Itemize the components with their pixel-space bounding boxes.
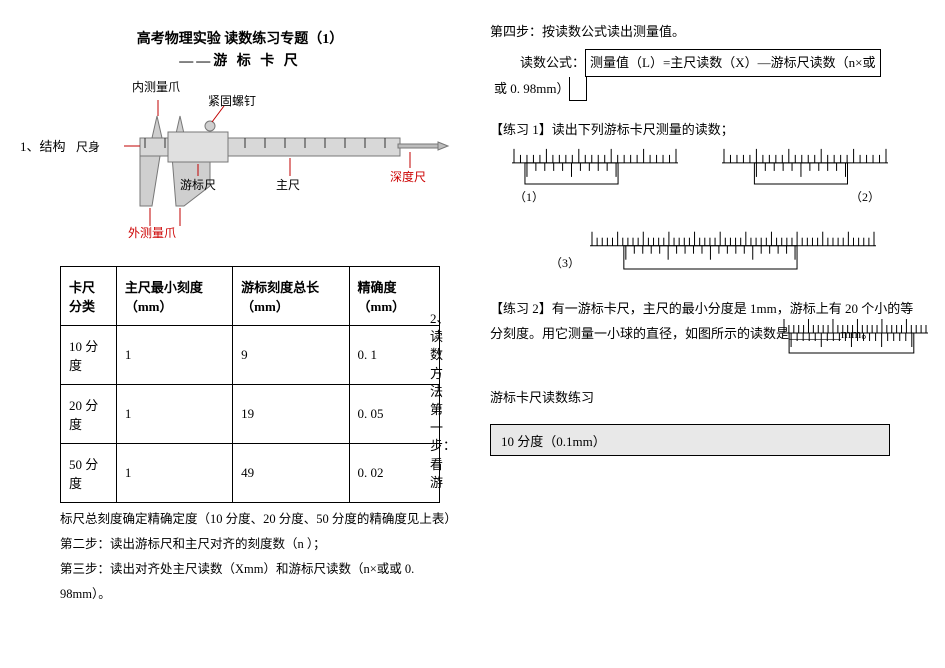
formula-label: 读数公式： (520, 55, 585, 70)
label-main: 主尺 (276, 176, 300, 193)
label-screw: 紧固螺钉 (208, 92, 256, 109)
formula-row: 读数公式：测量值（L）=主尺读数（X）—游标尺读数（n×或 (520, 49, 920, 76)
label-depth: 深度尺 (390, 168, 426, 185)
th-1: 主尺最小刻度（mm） (116, 267, 232, 326)
ex1-num-3: （3） (550, 254, 580, 271)
practice-title: 游标卡尺读数练习 (490, 387, 920, 406)
title-main: 高考物理实验 读数练习专题（1） (20, 28, 460, 48)
section-1-label: 1、结构 (20, 136, 80, 155)
th-2: 游标刻度总长（mm） (233, 267, 349, 326)
label-inner-jaw: 内测量爪 (132, 78, 180, 95)
label-body: 尺身 (76, 138, 100, 155)
vernier-scale-ex2 (780, 315, 930, 355)
caliper-diagram: 尺身 内测量爪 紧固螺钉 游标尺 主尺 深度尺 外测量爪 (80, 76, 450, 236)
step-4: 第四步：按读数公式读出测量值。 (490, 20, 920, 43)
exercise-2: 【练习 2】有一游标卡尺，主尺的最小分度是 1mm，游标上有 20 个小的等 分… (490, 297, 920, 346)
ex1-num-1: （1） (514, 188, 544, 205)
side-vertical-text: 2、读数方法 第一步：看游 (430, 310, 446, 492)
step-line-2: 第二步：读出游标尺和主尺对齐的刻度数（n ）； (60, 532, 460, 557)
vernier-scale-2 (720, 144, 890, 186)
vernier-scale-1 (510, 144, 680, 186)
step-line-3: 第三步：读出对齐处主尺读数（Xmm）和游标尺读数（n×或或 0. 98mm）。 (60, 557, 460, 607)
title-sub: ——游 标 卡 尺 (20, 50, 460, 70)
label-vernier: 游标尺 (180, 176, 216, 193)
exercise-1: 【练习 1】读出下列游标卡尺测量的读数； （1） （2） （3） (490, 119, 920, 271)
method-steps: 标尺总刻度确定精确定度（10 分度、20 分度、50 分度的精确度见上表） 第二… (60, 507, 460, 607)
th-3: 精确度（mm） (349, 267, 440, 326)
grey-answer-box: 10 分度（0.1mm） (490, 424, 890, 456)
caliper-svg (80, 76, 450, 236)
formula-box: 测量值（L）=主尺读数（X）—游标尺读数（n×或 (585, 49, 881, 76)
label-outer-jaw: 外测量爪 (128, 224, 176, 241)
table-row: 50 分度 1 49 0. 02 (61, 444, 440, 503)
title-block: 高考物理实验 读数练习专题（1） ——游 标 卡 尺 (20, 28, 460, 70)
spec-table: 卡尺分类 主尺最小刻度（mm） 游标刻度总长（mm） 精确度（mm） 10 分度… (60, 266, 440, 503)
table-header-row: 卡尺分类 主尺最小刻度（mm） 游标刻度总长（mm） 精确度（mm） (61, 267, 440, 326)
table-row: 10 分度 1 9 0. 1 (61, 326, 440, 385)
formula-tail: 或 0. 98mm） (494, 81, 587, 96)
step-line-1: 标尺总刻度确定精确定度（10 分度、20 分度、50 分度的精确度见上表） (60, 507, 460, 532)
table-row: 20 分度 1 19 0. 05 (61, 385, 440, 444)
exercise-1-label: 【练习 1】读出下列游标卡尺测量的读数； (490, 119, 920, 138)
th-0: 卡尺分类 (61, 267, 117, 326)
ex1-num-2: （2） (850, 188, 880, 205)
vernier-scale-3 (588, 225, 878, 271)
